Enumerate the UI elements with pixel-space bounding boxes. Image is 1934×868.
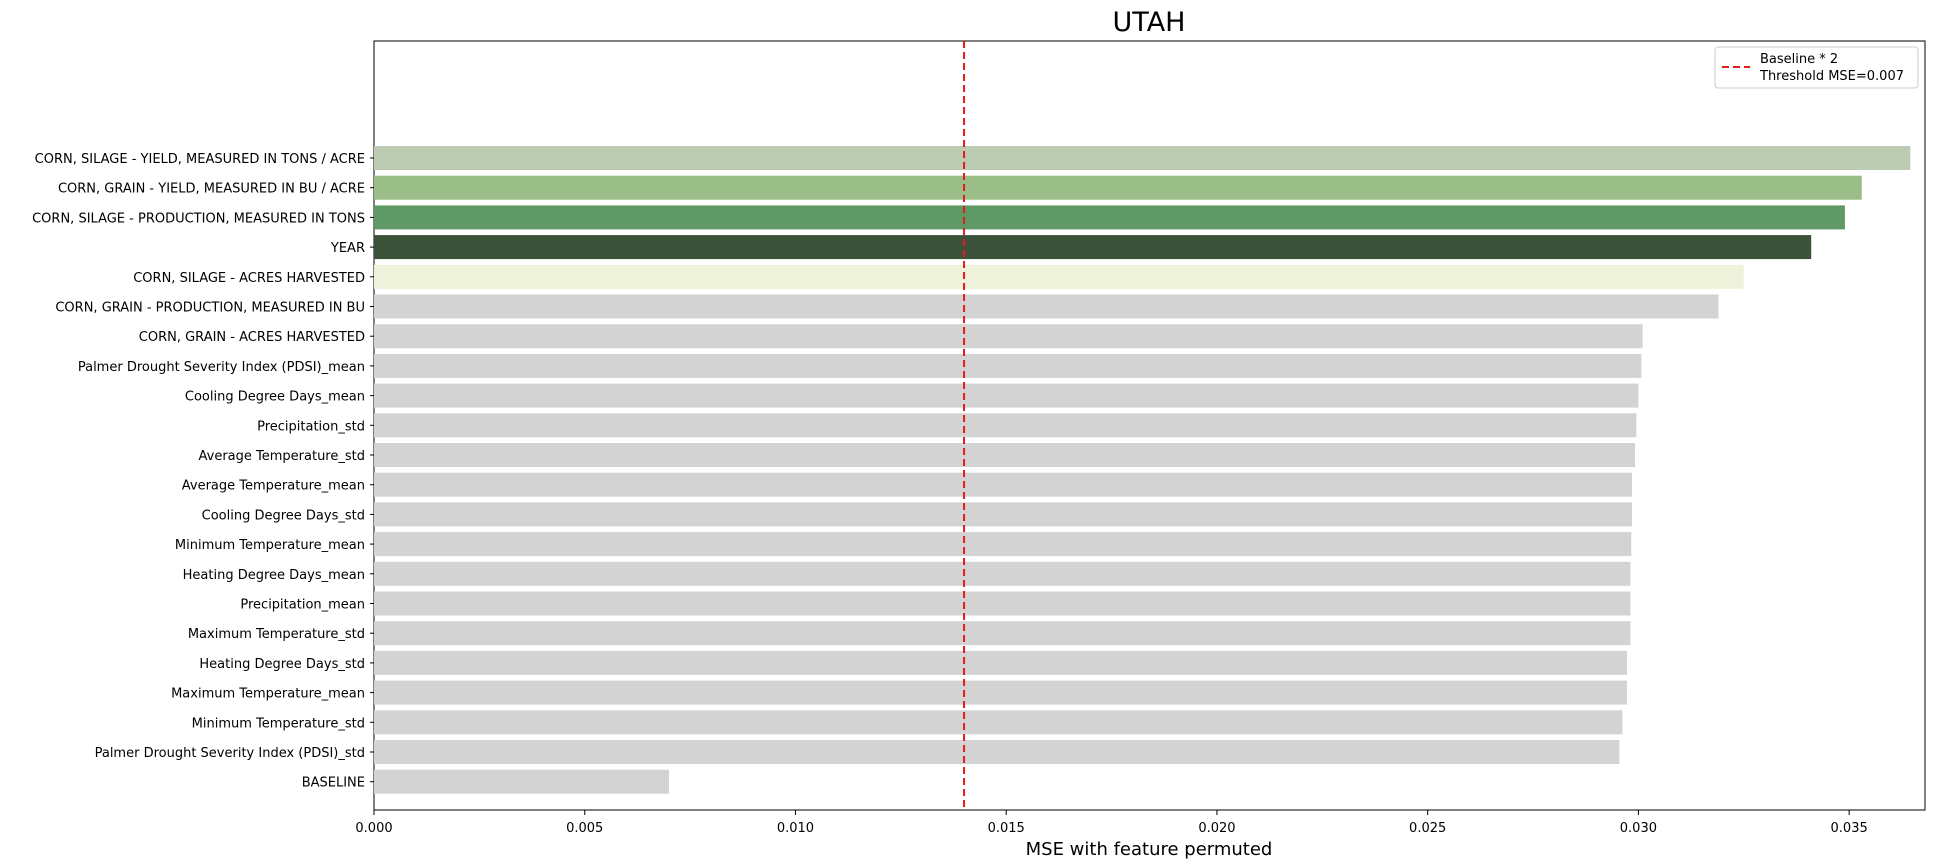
bar [374, 205, 1845, 230]
y-tick-label: Palmer Drought Severity Index (PDSI)_std [95, 746, 365, 761]
y-tick-label: Cooling Degree Days_mean [185, 390, 365, 405]
y-tick-label: Maximum Temperature_std [188, 627, 365, 642]
bar [374, 740, 1620, 764]
y-tick-label: CORN, SILAGE - ACRES HARVESTED [133, 271, 365, 286]
y-tick-label: CORN, GRAIN - YIELD, MEASURED IN BU / AC… [58, 182, 365, 197]
bar [374, 235, 1812, 260]
bar [374, 146, 1911, 170]
bar [374, 413, 1637, 438]
x-tick-label: 0.015 [988, 821, 1025, 836]
x-tick-label: 0.000 [355, 821, 392, 836]
bar [374, 769, 670, 794]
y-tick-label: BASELINE [302, 776, 365, 791]
bar [374, 353, 1642, 378]
y-tick-label: CORN, GRAIN - PRODUCTION, MEASURED IN BU [55, 301, 365, 316]
x-tick-label: 0.005 [566, 821, 603, 836]
bar [374, 175, 1862, 200]
bar [374, 710, 1623, 735]
y-tick-label: YEAR [330, 241, 365, 256]
bar [374, 264, 1744, 289]
legend: Baseline * 2 Threshold MSE=0.007 [1714, 46, 1919, 89]
y-tick-label: CORN, GRAIN - ACRES HARVESTED [139, 330, 365, 345]
y-tick-labels: CORN, SILAGE - YIELD, MEASURED IN TONS /… [32, 152, 374, 791]
bar [374, 383, 1639, 408]
bar [374, 621, 1631, 646]
legend-line1: Baseline * 2 [1760, 52, 1838, 67]
bars [374, 146, 1911, 794]
x-axis-title: MSE with feature permuted [1026, 839, 1273, 860]
y-tick-label: Precipitation_std [257, 419, 365, 434]
chart-title: UTAH [1113, 7, 1186, 38]
x-tick-label: 0.035 [1831, 821, 1868, 836]
bar [374, 650, 1628, 675]
x-axis: 0.000 0.005 0.010 0.015 0.020 0.025 0.030 0.035 [355, 810, 1868, 836]
x-tick-label: 0.030 [1620, 821, 1657, 836]
bar [374, 294, 1719, 319]
y-tick-label: CORN, SILAGE - PRODUCTION, MEASURED IN T… [32, 211, 365, 226]
y-tick-label: Precipitation_mean [240, 598, 365, 613]
bar [374, 324, 1643, 349]
y-tick-label: Palmer Drought Severity Index (PDSI)_mea… [78, 360, 365, 375]
legend-box [1714, 46, 1919, 89]
x-tick-label: 0.010 [777, 821, 814, 836]
bar [374, 532, 1632, 557]
y-tick-label: CORN, SILAGE - YIELD, MEASURED IN TONS /… [35, 152, 365, 167]
x-tick-label: 0.025 [1409, 821, 1446, 836]
y-tick-label: Average Temperature_mean [182, 479, 365, 494]
bar [374, 502, 1633, 527]
bar [374, 680, 1628, 705]
y-tick-label: Cooling Degree Days_std [202, 508, 365, 523]
bar [374, 472, 1633, 497]
y-tick-label: Maximum Temperature_mean [171, 687, 365, 702]
y-tick-label: Average Temperature_std [199, 449, 366, 464]
y-tick-label: Minimum Temperature_std [192, 716, 365, 731]
legend-line2: Threshold MSE=0.007 [1759, 69, 1904, 84]
bar [374, 443, 1636, 467]
bar [374, 591, 1631, 616]
y-tick-label: Heating Degree Days_std [199, 657, 365, 672]
y-tick-label: Heating Degree Days_mean [183, 568, 365, 583]
y-tick-label: Minimum Temperature_mean [175, 538, 365, 553]
x-tick-label: 0.020 [1198, 821, 1235, 836]
bar [374, 561, 1631, 586]
